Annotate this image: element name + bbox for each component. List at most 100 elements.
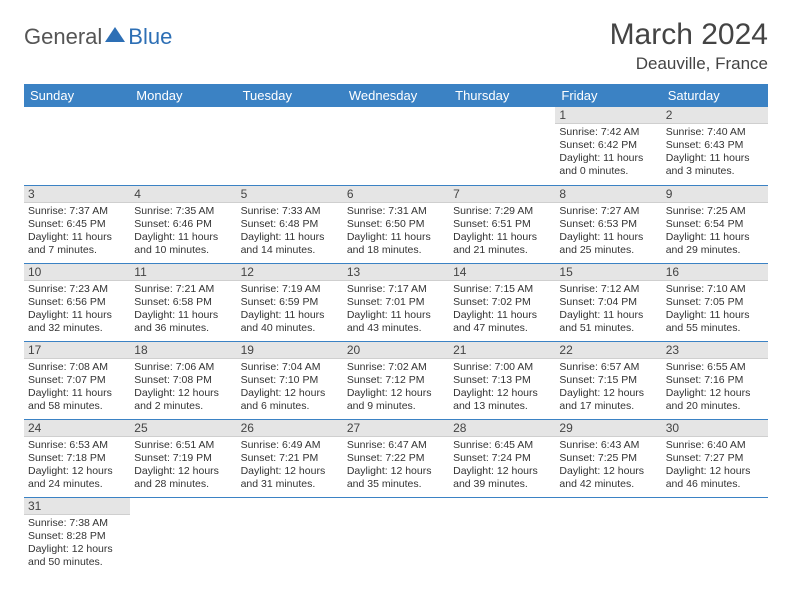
logo-text-blue: Blue: [128, 24, 172, 50]
weekday-header: Monday: [130, 84, 236, 107]
day-number: 27: [343, 420, 449, 437]
day-number: 14: [449, 264, 555, 281]
day-number: 13: [343, 264, 449, 281]
calendar-cell: [343, 497, 449, 575]
calendar-cell: [237, 497, 343, 575]
calendar-cell: [449, 497, 555, 575]
day-number: 26: [237, 420, 343, 437]
day-number: 18: [130, 342, 236, 359]
calendar-cell: 29Sunrise: 6:43 AMSunset: 7:25 PMDayligh…: [555, 419, 661, 497]
calendar-cell: 5Sunrise: 7:33 AMSunset: 6:48 PMDaylight…: [237, 185, 343, 263]
day-details: Sunrise: 7:10 AMSunset: 7:05 PMDaylight:…: [662, 281, 768, 340]
calendar-cell: 14Sunrise: 7:15 AMSunset: 7:02 PMDayligh…: [449, 263, 555, 341]
header-bar: General Blue March 2024 Deauville, Franc…: [24, 18, 768, 74]
day-number: 28: [449, 420, 555, 437]
day-number: 29: [555, 420, 661, 437]
calendar-cell: 26Sunrise: 6:49 AMSunset: 7:21 PMDayligh…: [237, 419, 343, 497]
day-number: 22: [555, 342, 661, 359]
calendar-cell: 17Sunrise: 7:08 AMSunset: 7:07 PMDayligh…: [24, 341, 130, 419]
calendar-cell: 31Sunrise: 7:38 AMSunset: 8:28 PMDayligh…: [24, 497, 130, 575]
day-number: 3: [24, 186, 130, 203]
day-number: 2: [662, 107, 768, 124]
weekday-header: Wednesday: [343, 84, 449, 107]
calendar-cell: 27Sunrise: 6:47 AMSunset: 7:22 PMDayligh…: [343, 419, 449, 497]
calendar-body: 1Sunrise: 7:42 AMSunset: 6:42 PMDaylight…: [24, 107, 768, 575]
calendar-table: SundayMondayTuesdayWednesdayThursdayFrid…: [24, 84, 768, 575]
day-number: 10: [24, 264, 130, 281]
day-details: Sunrise: 7:29 AMSunset: 6:51 PMDaylight:…: [449, 203, 555, 262]
day-details: Sunrise: 7:02 AMSunset: 7:12 PMDaylight:…: [343, 359, 449, 418]
day-details: Sunrise: 7:27 AMSunset: 6:53 PMDaylight:…: [555, 203, 661, 262]
calendar-head: SundayMondayTuesdayWednesdayThursdayFrid…: [24, 84, 768, 107]
calendar-row: 10Sunrise: 7:23 AMSunset: 6:56 PMDayligh…: [24, 263, 768, 341]
calendar-cell: 13Sunrise: 7:17 AMSunset: 7:01 PMDayligh…: [343, 263, 449, 341]
day-details: Sunrise: 7:23 AMSunset: 6:56 PMDaylight:…: [24, 281, 130, 340]
calendar-cell: 18Sunrise: 7:06 AMSunset: 7:08 PMDayligh…: [130, 341, 236, 419]
day-number: 20: [343, 342, 449, 359]
calendar-cell: 10Sunrise: 7:23 AMSunset: 6:56 PMDayligh…: [24, 263, 130, 341]
day-number: 19: [237, 342, 343, 359]
day-number: 4: [130, 186, 236, 203]
day-number: 15: [555, 264, 661, 281]
weekday-header: Friday: [555, 84, 661, 107]
day-number: 11: [130, 264, 236, 281]
day-details: Sunrise: 6:40 AMSunset: 7:27 PMDaylight:…: [662, 437, 768, 496]
month-title: March 2024: [610, 18, 768, 52]
day-details: Sunrise: 7:08 AMSunset: 7:07 PMDaylight:…: [24, 359, 130, 418]
calendar-cell: 30Sunrise: 6:40 AMSunset: 7:27 PMDayligh…: [662, 419, 768, 497]
day-number: 24: [24, 420, 130, 437]
day-number: 23: [662, 342, 768, 359]
day-details: Sunrise: 7:21 AMSunset: 6:58 PMDaylight:…: [130, 281, 236, 340]
calendar-cell: 4Sunrise: 7:35 AMSunset: 6:46 PMDaylight…: [130, 185, 236, 263]
calendar-cell: [237, 107, 343, 185]
day-number: 1: [555, 107, 661, 124]
day-details: Sunrise: 7:38 AMSunset: 8:28 PMDaylight:…: [24, 515, 130, 574]
calendar-cell: [130, 497, 236, 575]
day-number: 9: [662, 186, 768, 203]
calendar-cell: [343, 107, 449, 185]
day-details: Sunrise: 6:55 AMSunset: 7:16 PMDaylight:…: [662, 359, 768, 418]
logo: General Blue: [24, 18, 172, 50]
weekday-header: Thursday: [449, 84, 555, 107]
day-details: Sunrise: 6:51 AMSunset: 7:19 PMDaylight:…: [130, 437, 236, 496]
day-details: Sunrise: 7:37 AMSunset: 6:45 PMDaylight:…: [24, 203, 130, 262]
day-details: Sunrise: 7:17 AMSunset: 7:01 PMDaylight:…: [343, 281, 449, 340]
day-details: Sunrise: 7:15 AMSunset: 7:02 PMDaylight:…: [449, 281, 555, 340]
calendar-cell: 8Sunrise: 7:27 AMSunset: 6:53 PMDaylight…: [555, 185, 661, 263]
calendar-cell: 23Sunrise: 6:55 AMSunset: 7:16 PMDayligh…: [662, 341, 768, 419]
calendar-row: 24Sunrise: 6:53 AMSunset: 7:18 PMDayligh…: [24, 419, 768, 497]
calendar-cell: [24, 107, 130, 185]
day-details: Sunrise: 7:35 AMSunset: 6:46 PMDaylight:…: [130, 203, 236, 262]
day-details: Sunrise: 7:31 AMSunset: 6:50 PMDaylight:…: [343, 203, 449, 262]
calendar-cell: 16Sunrise: 7:10 AMSunset: 7:05 PMDayligh…: [662, 263, 768, 341]
calendar-cell: [662, 497, 768, 575]
calendar-row: 3Sunrise: 7:37 AMSunset: 6:45 PMDaylight…: [24, 185, 768, 263]
weekday-header: Tuesday: [237, 84, 343, 107]
day-number: 25: [130, 420, 236, 437]
calendar-cell: 3Sunrise: 7:37 AMSunset: 6:45 PMDaylight…: [24, 185, 130, 263]
calendar-row: 17Sunrise: 7:08 AMSunset: 7:07 PMDayligh…: [24, 341, 768, 419]
calendar-cell: 20Sunrise: 7:02 AMSunset: 7:12 PMDayligh…: [343, 341, 449, 419]
calendar-cell: 24Sunrise: 6:53 AMSunset: 7:18 PMDayligh…: [24, 419, 130, 497]
calendar-cell: 7Sunrise: 7:29 AMSunset: 6:51 PMDaylight…: [449, 185, 555, 263]
day-details: Sunrise: 6:43 AMSunset: 7:25 PMDaylight:…: [555, 437, 661, 496]
calendar-cell: 22Sunrise: 6:57 AMSunset: 7:15 PMDayligh…: [555, 341, 661, 419]
calendar-cell: 25Sunrise: 6:51 AMSunset: 7:19 PMDayligh…: [130, 419, 236, 497]
calendar-cell: 21Sunrise: 7:00 AMSunset: 7:13 PMDayligh…: [449, 341, 555, 419]
location-label: Deauville, France: [610, 54, 768, 74]
calendar-cell: [555, 497, 661, 575]
day-details: Sunrise: 7:42 AMSunset: 6:42 PMDaylight:…: [555, 124, 661, 183]
calendar-row: 31Sunrise: 7:38 AMSunset: 8:28 PMDayligh…: [24, 497, 768, 575]
sail-icon: [104, 24, 126, 50]
day-number: 30: [662, 420, 768, 437]
calendar-cell: 2Sunrise: 7:40 AMSunset: 6:43 PMDaylight…: [662, 107, 768, 185]
day-details: Sunrise: 7:25 AMSunset: 6:54 PMDaylight:…: [662, 203, 768, 262]
calendar-cell: 12Sunrise: 7:19 AMSunset: 6:59 PMDayligh…: [237, 263, 343, 341]
day-number: 8: [555, 186, 661, 203]
day-number: 16: [662, 264, 768, 281]
calendar-cell: [449, 107, 555, 185]
day-details: Sunrise: 7:40 AMSunset: 6:43 PMDaylight:…: [662, 124, 768, 183]
calendar-cell: [130, 107, 236, 185]
calendar-cell: 19Sunrise: 7:04 AMSunset: 7:10 PMDayligh…: [237, 341, 343, 419]
calendar-cell: 1Sunrise: 7:42 AMSunset: 6:42 PMDaylight…: [555, 107, 661, 185]
